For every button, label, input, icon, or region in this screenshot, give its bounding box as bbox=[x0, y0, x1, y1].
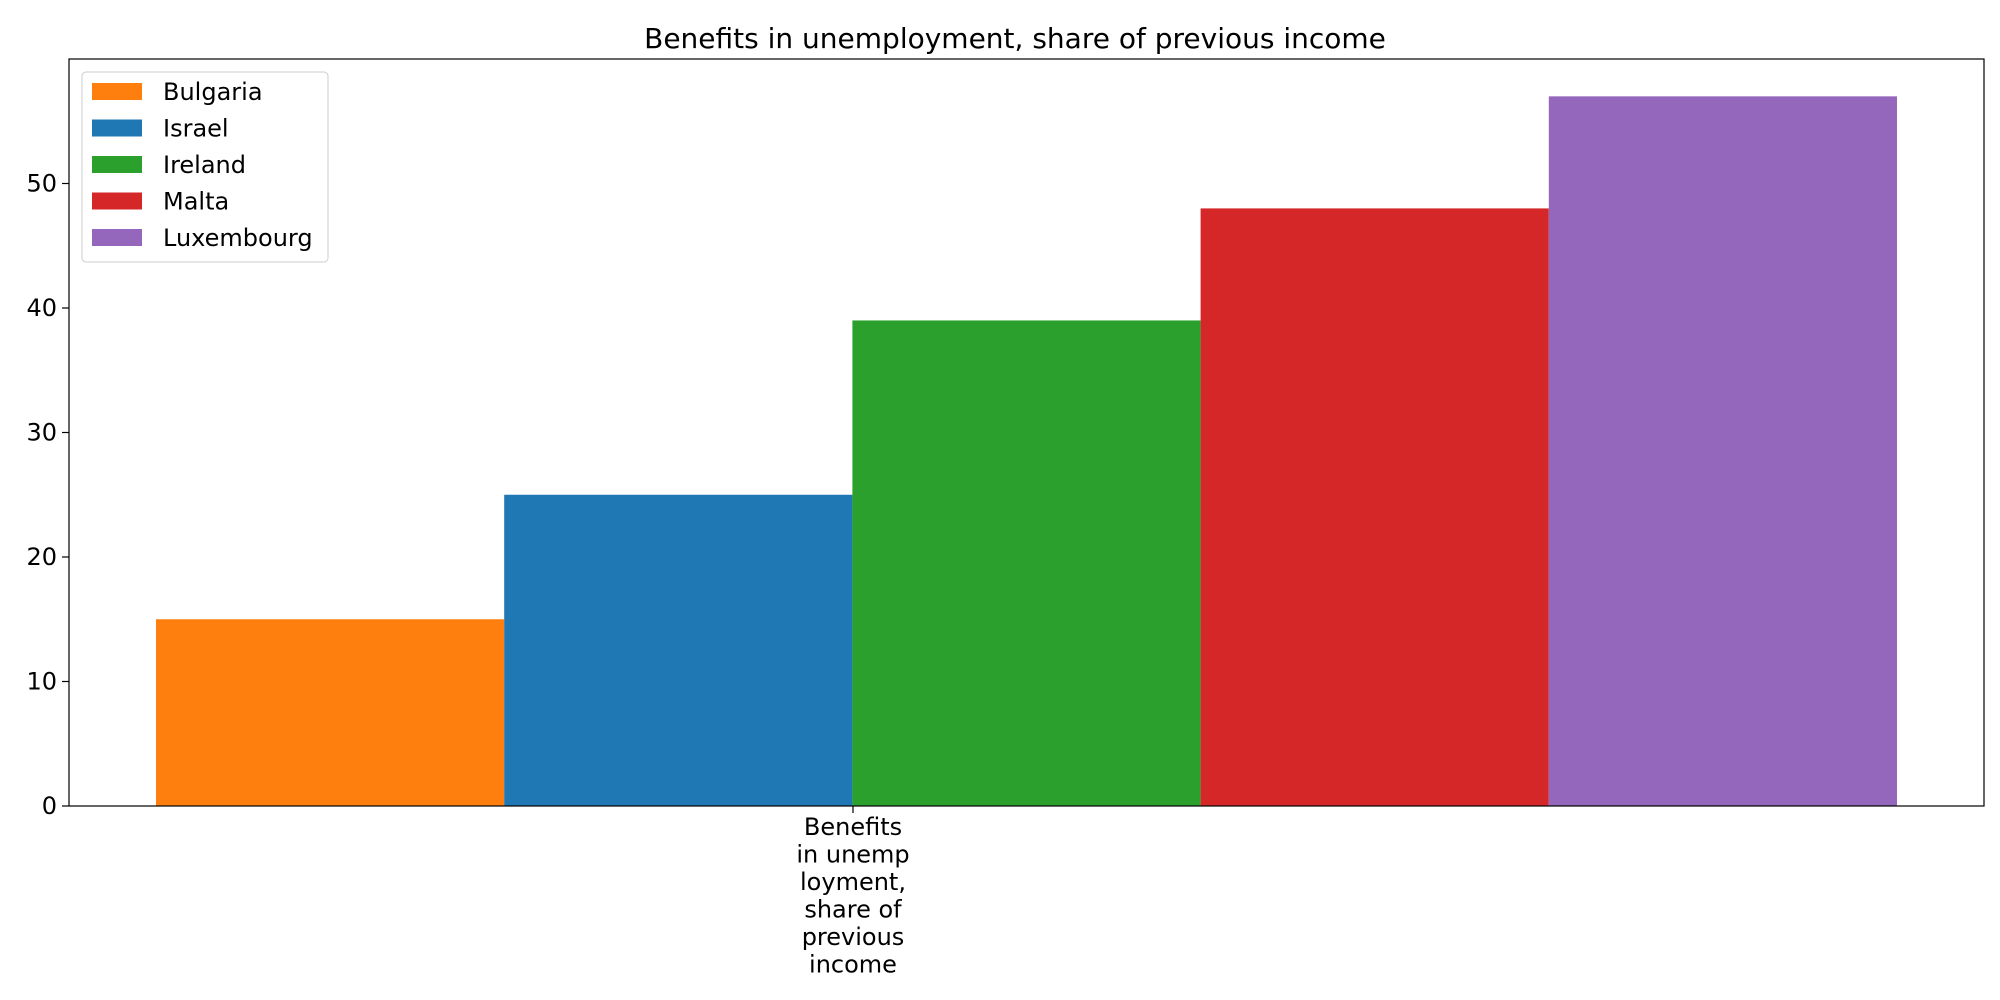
bars-group bbox=[156, 96, 1897, 807]
x-category-group: Benefits in unemp loyment, share of previous… bbox=[796, 806, 910, 979]
bar-malta bbox=[1200, 208, 1549, 806]
legend-swatch-bulgaria bbox=[92, 83, 142, 100]
bar-israel bbox=[504, 494, 853, 806]
legend-label-ireland: Ireland bbox=[163, 151, 246, 179]
y-ticks-group: 0 10 20 30 40 50 bbox=[26, 170, 69, 820]
y-tick-label: 40 bbox=[26, 294, 57, 322]
bar-luxembourg bbox=[1548, 96, 1897, 807]
legend-label-bulgaria: Bulgaria bbox=[163, 78, 263, 106]
bar-ireland bbox=[852, 320, 1201, 806]
legend-swatch-israel bbox=[92, 119, 142, 137]
legend-label-luxembourg: Luxembourg bbox=[163, 224, 313, 252]
x-category-label: Benefits in unemp loyment, share of previous… bbox=[796, 813, 909, 979]
y-tick-label: 20 bbox=[26, 543, 57, 571]
legend-swatch-ireland bbox=[92, 156, 142, 173]
y-tick-label: 30 bbox=[26, 419, 57, 447]
bar-bulgaria bbox=[156, 619, 505, 806]
y-tick-label: 0 bbox=[42, 792, 57, 820]
legend-box bbox=[81, 71, 329, 263]
y-tick-label: 50 bbox=[26, 170, 57, 198]
legend-swatch-malta bbox=[92, 192, 142, 210]
legend-label-malta: Malta bbox=[163, 188, 229, 216]
chart-title: Benefits in unemployment, share of previ… bbox=[644, 22, 1386, 55]
y-tick-label: 10 bbox=[26, 668, 57, 696]
legend-label-israel: Israel bbox=[163, 115, 229, 143]
legend-swatch-luxembourg bbox=[92, 229, 142, 246]
legend: Bulgaria Israel Ireland Malta Luxembourg bbox=[81, 71, 329, 263]
